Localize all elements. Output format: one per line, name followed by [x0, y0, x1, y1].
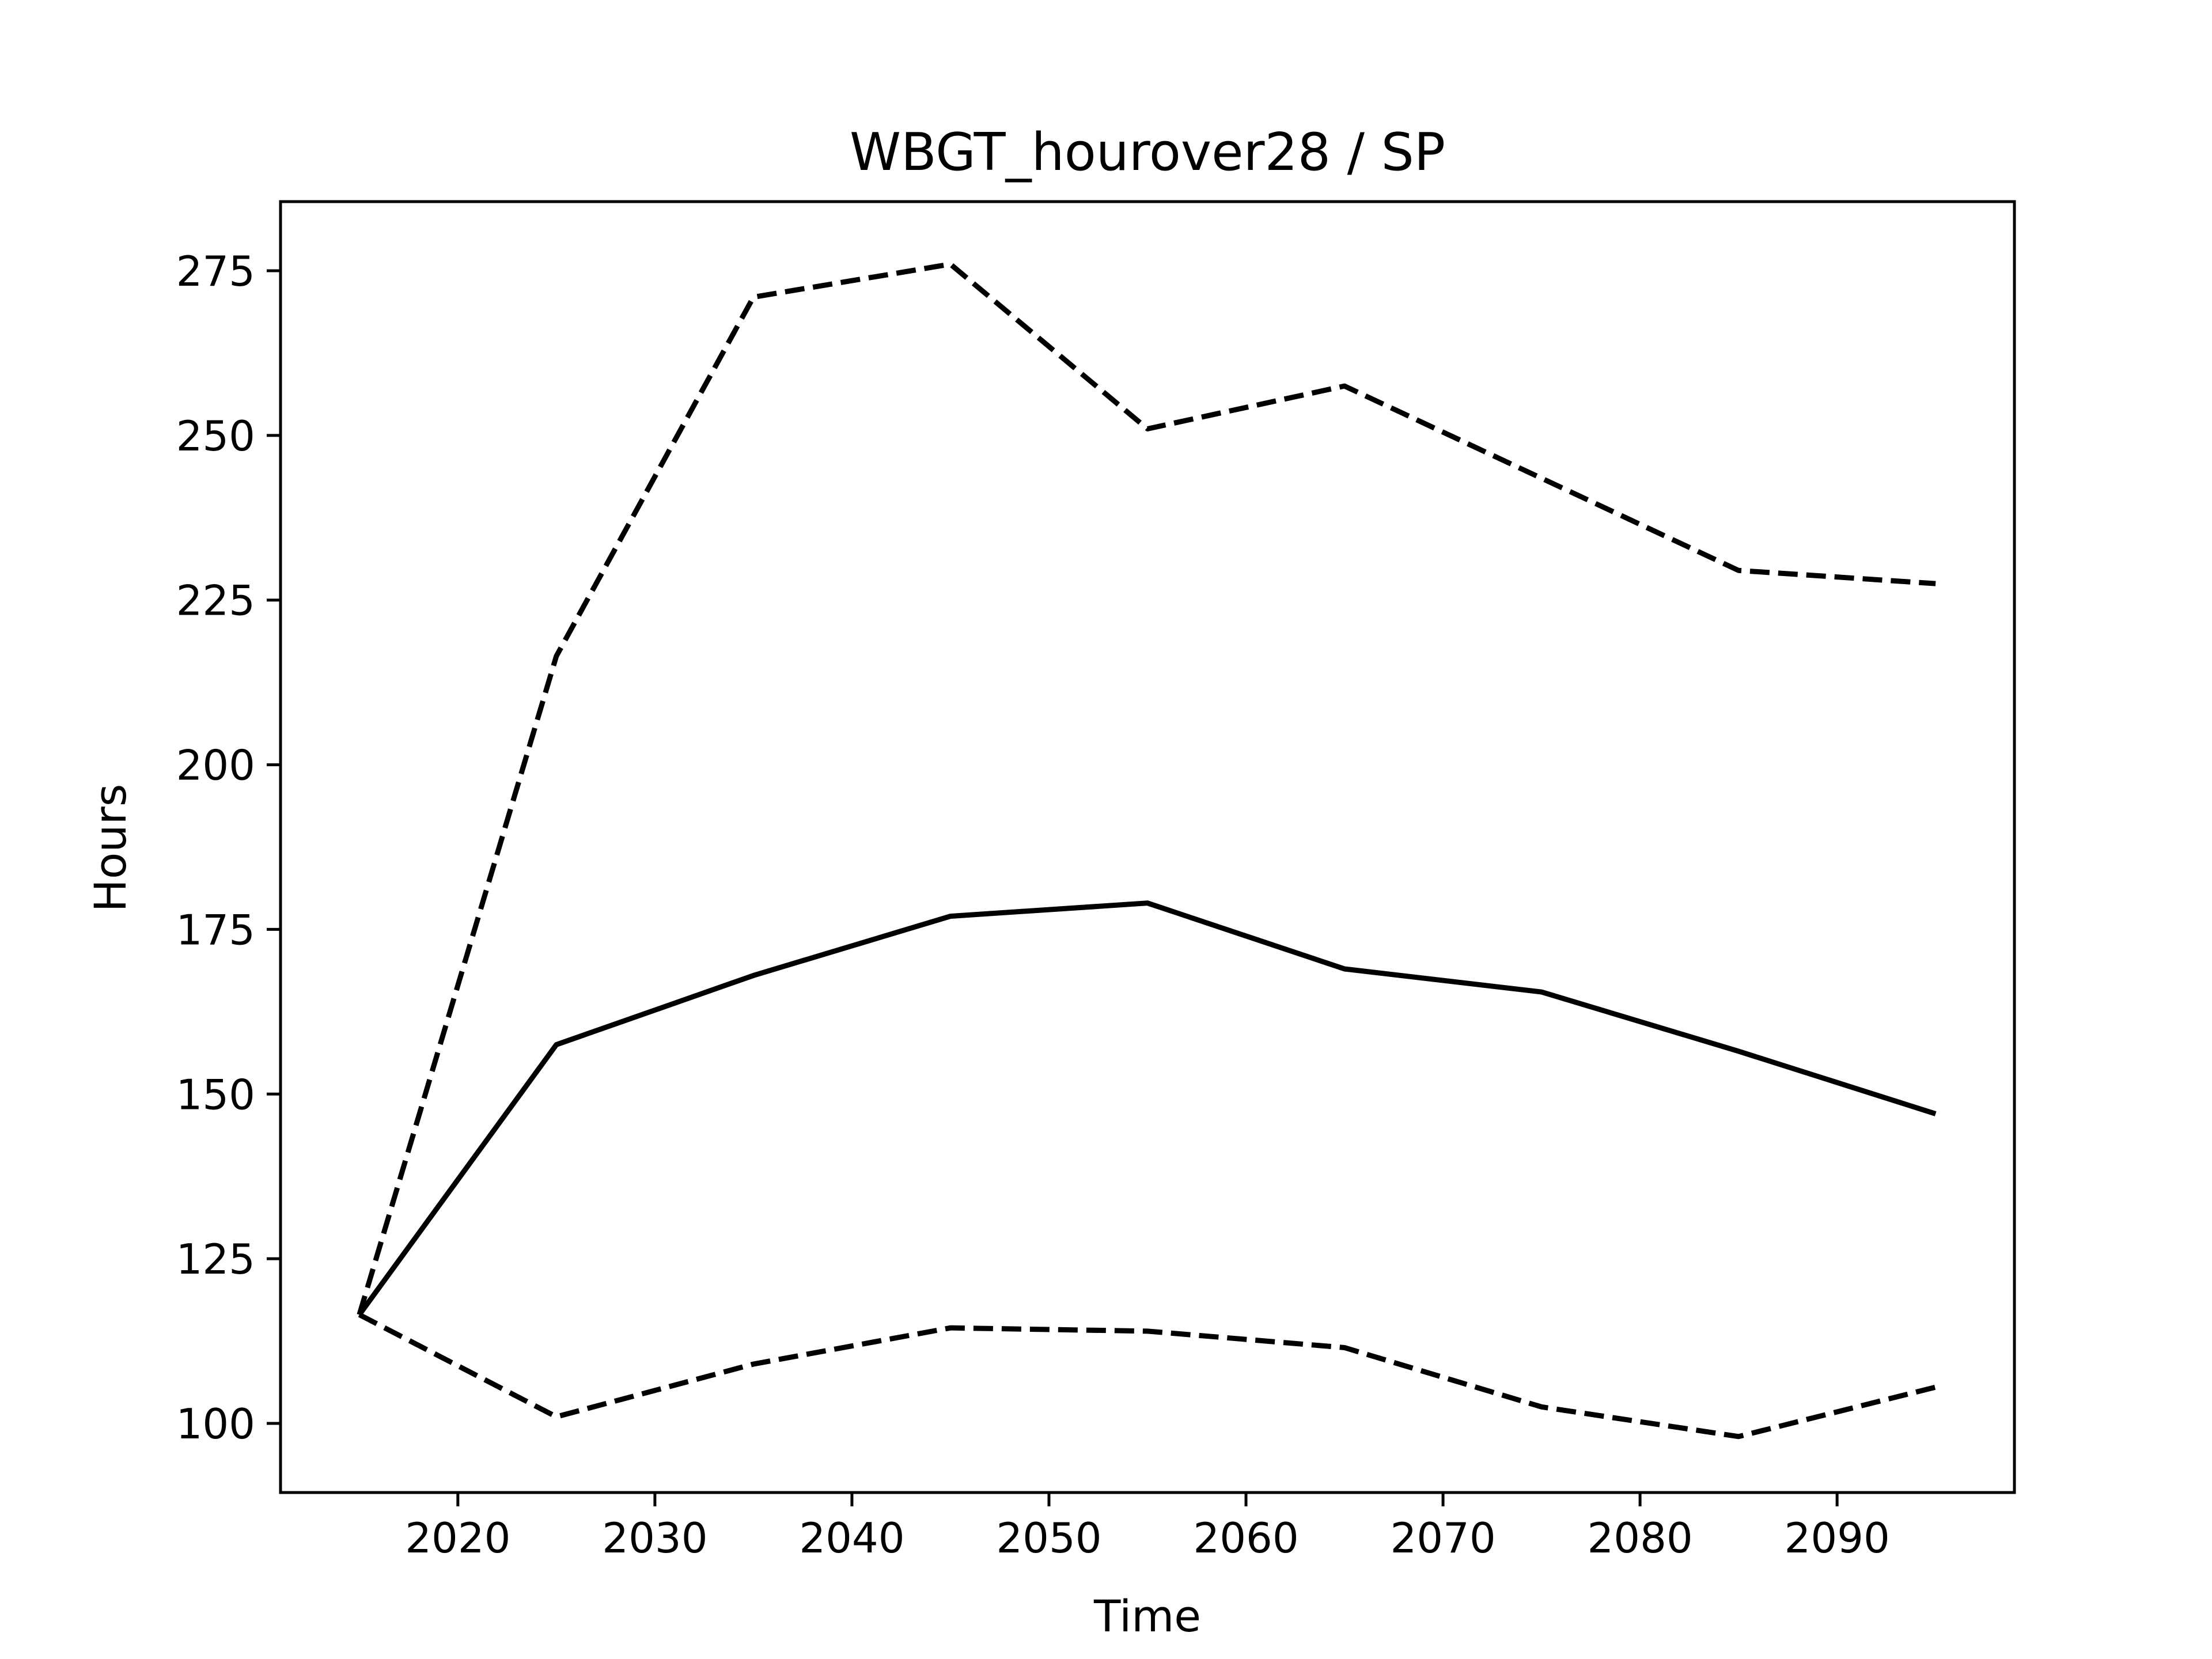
- x-tick-label: 2050: [996, 1514, 1101, 1562]
- x-axis: 2020 2030 2040 2050 2060 2070 2080 2090: [405, 1493, 1890, 1562]
- x-tick-label: 2090: [1785, 1514, 1890, 1562]
- y-tick-label: 225: [176, 577, 255, 625]
- x-tick-label: 2040: [799, 1514, 904, 1562]
- series-line-1-dashed: [357, 262, 1936, 1316]
- series-line-3-dashed: [358, 1312, 1937, 1440]
- y-tick-label: 250: [176, 412, 255, 460]
- series-layer: [357, 262, 1937, 1440]
- x-tick-label: 2060: [1193, 1514, 1298, 1562]
- x-tick-label: 2030: [602, 1514, 707, 1562]
- x-tick-label: 2020: [405, 1514, 510, 1562]
- chart-title: WBGT_hourover28 / SP: [850, 122, 1445, 183]
- x-tick-label: 2080: [1587, 1514, 1692, 1562]
- series-line-2-solid: [357, 900, 1937, 1316]
- plot-frame: [279, 200, 2016, 1494]
- y-axis-label: Hours: [85, 784, 136, 912]
- y-tick-label: 125: [176, 1235, 255, 1283]
- y-tick-label: 150: [176, 1070, 255, 1119]
- x-tick-label: 2070: [1390, 1514, 1495, 1562]
- y-tick-label: 175: [176, 906, 255, 954]
- y-tick-label: 100: [176, 1400, 255, 1448]
- y-axis: 100 125 150 175 200 225 250 275: [176, 247, 281, 1448]
- x-axis-label: Time: [1093, 1590, 1201, 1642]
- y-tick-label: 200: [176, 741, 255, 790]
- y-tick-label: 275: [176, 247, 255, 296]
